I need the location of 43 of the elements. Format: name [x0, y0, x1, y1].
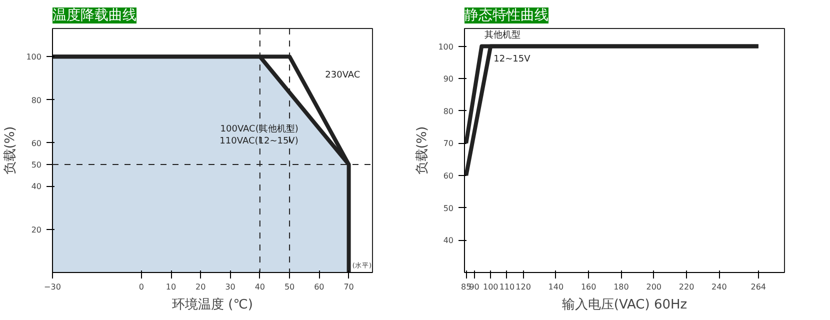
text: 230VAC — [325, 70, 360, 81]
y-tick-label: 70 — [443, 139, 454, 148]
y-tick-label: 100 — [438, 42, 454, 52]
y-tick-label: 20 — [31, 225, 42, 234]
y-tick-label: 80 — [31, 96, 42, 105]
y-tick-label: 40 — [31, 182, 42, 192]
y-tick-label: 60 — [443, 172, 454, 181]
y-axis-title: 负载(%) — [3, 126, 18, 175]
x-axis-title: 环境温度 (℃) — [172, 296, 253, 312]
x-tick-label: 30 — [225, 282, 236, 292]
x-axis-title: 输入电压(VAC) 60Hz — [562, 298, 688, 312]
y-tick-label: 80 — [443, 106, 454, 116]
y-tick-label: 100 — [26, 52, 42, 62]
x-tick-label: 40 — [254, 282, 266, 292]
x-tick-label: 264 — [750, 282, 766, 292]
y-axis-title: 负载(%) — [415, 126, 430, 175]
y-tick-label: 50 — [443, 204, 454, 213]
x-tick-label: 50 — [284, 282, 295, 292]
chart-title: 静态特性曲线 — [464, 8, 548, 24]
x-tick-label: 60 — [314, 282, 324, 292]
x-tick-label: 160 — [580, 282, 596, 292]
x-tick-label: 180 — [614, 282, 629, 292]
y-tick-label: 60 — [31, 138, 42, 148]
chart-title: 温度降载曲线 — [52, 8, 136, 24]
y-tick-label: 50 — [31, 160, 42, 170]
x-tick-label: −30 — [44, 282, 61, 292]
x-tick-label: 70 — [344, 282, 354, 292]
x-tick-label: 0 — [138, 282, 144, 292]
x-tick-label: 240 — [712, 282, 727, 292]
x-tick-label: 10 — [166, 282, 176, 292]
x-tick-label: 85 — [461, 282, 472, 292]
series-label: 其他机型 — [484, 29, 521, 40]
series-label: 12~15V — [494, 54, 532, 64]
x-tick-label: 110 — [499, 282, 515, 292]
y-tick-label: 90 — [443, 74, 454, 84]
x-tick-label: 200 — [646, 282, 662, 292]
x-tick-label: 220 — [678, 282, 694, 292]
x-tick-label: 20 — [196, 282, 206, 292]
x-tick-label: 90 — [469, 282, 480, 292]
y-tick-label: 40 — [443, 236, 454, 246]
x-tick-label: 100 — [482, 282, 498, 292]
x-tick-label: 140 — [548, 282, 564, 292]
x-tick-label: 120 — [516, 282, 531, 292]
